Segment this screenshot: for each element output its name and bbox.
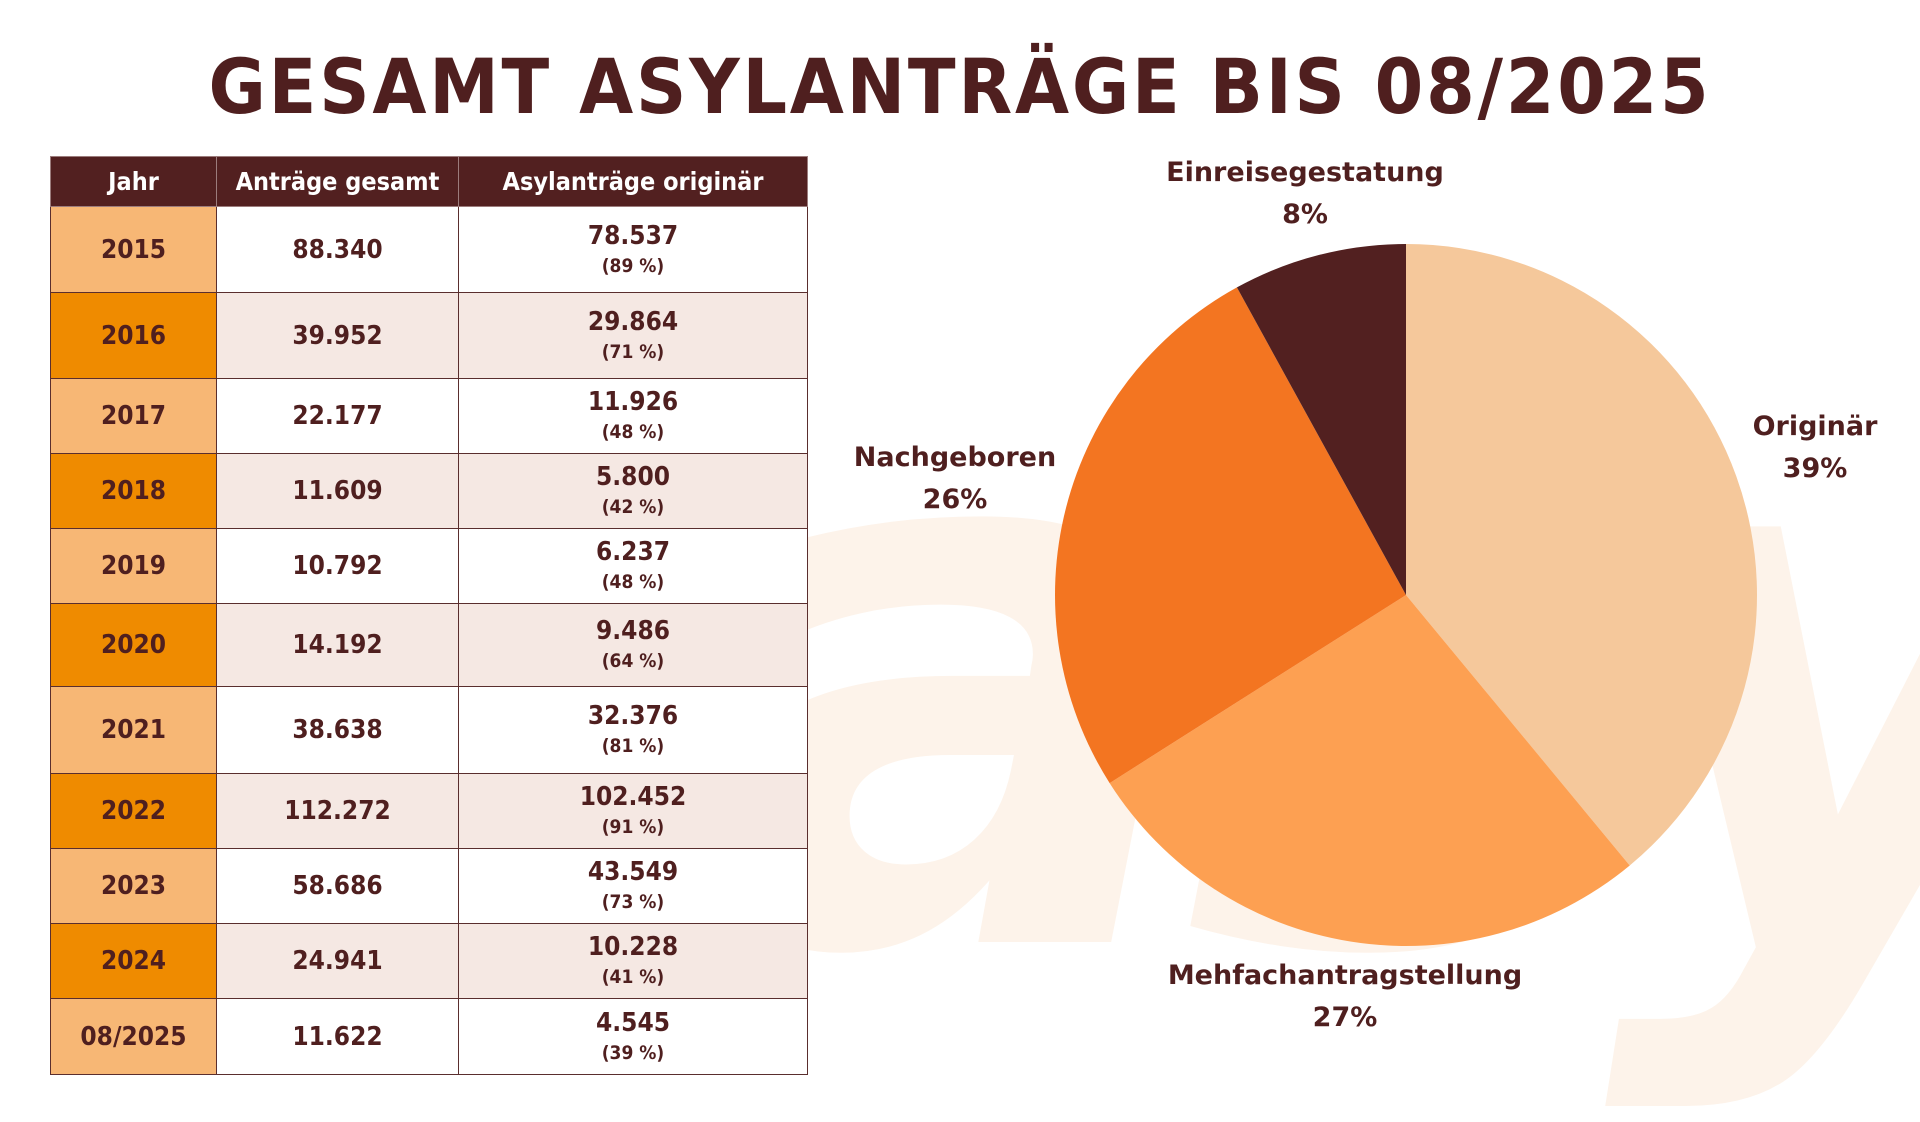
pie-label-einreisegestatung: Einreisegestatung 8% <box>1155 152 1455 236</box>
pie-label-originaer: Originär 39% <box>1725 406 1905 490</box>
cell-year: 2018 <box>50 453 217 529</box>
original-count: 32.376 <box>587 701 679 731</box>
cell-total: 11.609 <box>216 453 459 529</box>
table-row: 2022 112.272 102.452 (91 %) <box>50 773 808 849</box>
cell-year: 2016 <box>50 292 217 379</box>
header-original: Asylanträge originär <box>458 156 808 207</box>
pie-label-pct: 26% <box>922 484 988 515</box>
cell-total: 58.686 <box>216 848 459 924</box>
original-percent: (91 %) <box>601 816 665 838</box>
cell-total: 88.340 <box>216 206 459 293</box>
original-count: 11.926 <box>587 387 679 417</box>
cell-total: 22.177 <box>216 378 459 454</box>
table-row: 2015 88.340 78.537 (89 %) <box>50 206 808 293</box>
original-percent: (81 %) <box>601 735 665 757</box>
pie-label-pct: 8% <box>1282 199 1328 230</box>
table-row: 2018 11.609 5.800 (42 %) <box>50 453 808 529</box>
original-percent: (73 %) <box>601 891 665 913</box>
slice-originaer <box>1406 244 1757 866</box>
cell-original: 78.537 (89 %) <box>458 206 808 293</box>
cell-total: 112.272 <box>216 773 459 849</box>
cell-year: 2024 <box>50 923 217 999</box>
original-count: 10.228 <box>587 932 679 962</box>
pie-chart <box>1055 244 1757 946</box>
original-count: 4.545 <box>596 1007 670 1038</box>
cell-original: 9.486 (64 %) <box>458 603 808 687</box>
cell-original: 43.549 (73 %) <box>458 848 808 924</box>
table-row: 2021 38.638 32.376 (81 %) <box>50 686 808 774</box>
original-percent: (64 %) <box>601 650 665 672</box>
original-percent: (71 %) <box>601 340 665 363</box>
header-year: Jahr <box>50 156 217 207</box>
original-percent: (41 %) <box>601 966 665 988</box>
cell-total: 14.192 <box>216 603 459 687</box>
slice-mehrfachantrag <box>1109 595 1630 946</box>
table-row: 2016 39.952 29.864 (71 %) <box>50 292 808 379</box>
table-row: 2017 22.177 11.926 (48 %) <box>50 378 808 454</box>
page-title: GESAMT ASYLANTRÄGE BIS 08/2025 <box>208 42 1712 131</box>
cell-year: 2019 <box>50 528 217 604</box>
cell-original: 5.800 (42 %) <box>458 453 808 529</box>
cell-original: 4.545 (39 %) <box>458 998 808 1075</box>
original-percent: (39 %) <box>601 1041 665 1064</box>
slice-einreisegestatung <box>1236 244 1406 595</box>
header-total: Anträge gesamt <box>216 156 459 207</box>
slice-nachgeboren <box>1055 287 1406 784</box>
pie-label-name: Mehfachantragstellung <box>1167 960 1523 991</box>
pie-label-name: Nachgeboren <box>853 442 1057 473</box>
pie-label-name: Originär <box>1752 411 1878 442</box>
cell-year: 2021 <box>50 686 217 774</box>
original-count: 102.452 <box>579 782 687 812</box>
cell-original: 6.237 (48 %) <box>458 528 808 604</box>
original-count: 5.800 <box>596 462 670 492</box>
cell-original: 102.452 (91 %) <box>458 773 808 849</box>
original-count: 6.237 <box>596 537 670 567</box>
table-row: 2023 58.686 43.549 (73 %) <box>50 848 808 924</box>
original-count: 43.549 <box>587 857 679 887</box>
table-row: 08/2025 11.622 4.545 (39 %) <box>50 998 808 1075</box>
pie-label-name: Einreisegestatung <box>1166 157 1444 188</box>
cell-year: 2015 <box>50 206 217 293</box>
original-percent: (89 %) <box>601 254 665 277</box>
original-percent: (48 %) <box>601 571 665 593</box>
pie-label-nachgeboren: Nachgeboren 26% <box>845 437 1065 521</box>
cell-original: 10.228 (41 %) <box>458 923 808 999</box>
pie-label-pct: 27% <box>1312 1002 1378 1033</box>
original-percent: (42 %) <box>601 496 665 518</box>
cell-original: 32.376 (81 %) <box>458 686 808 774</box>
cell-original: 29.864 (71 %) <box>458 292 808 379</box>
cell-total: 24.941 <box>216 923 459 999</box>
table-header-row: Jahr Anträge gesamt Asylanträge originär <box>50 156 808 207</box>
original-count: 78.537 <box>587 220 679 251</box>
cell-year: 2017 <box>50 378 217 454</box>
table-row: 2020 14.192 9.486 (64 %) <box>50 603 808 687</box>
cell-year: 08/2025 <box>50 998 217 1075</box>
cell-total: 39.952 <box>216 292 459 379</box>
cell-total: 38.638 <box>216 686 459 774</box>
table-row: 2019 10.792 6.237 (48 %) <box>50 528 808 604</box>
original-count: 9.486 <box>596 616 670 646</box>
pie-label-mehrfachantrag: Mehfachantragstellung 27% <box>1140 955 1550 1039</box>
cell-year: 2023 <box>50 848 217 924</box>
table-row: 2024 24.941 10.228 (41 %) <box>50 923 808 999</box>
original-percent: (48 %) <box>601 421 665 443</box>
cell-year: 2020 <box>50 603 217 687</box>
asylum-applications-table: Jahr Anträge gesamt Asylanträge originär… <box>50 156 808 1075</box>
cell-original: 11.926 (48 %) <box>458 378 808 454</box>
cell-total: 11.622 <box>216 998 459 1075</box>
cell-year: 2022 <box>50 773 217 849</box>
cell-total: 10.792 <box>216 528 459 604</box>
pie-label-pct: 39% <box>1782 453 1848 484</box>
original-count: 29.864 <box>587 306 679 337</box>
